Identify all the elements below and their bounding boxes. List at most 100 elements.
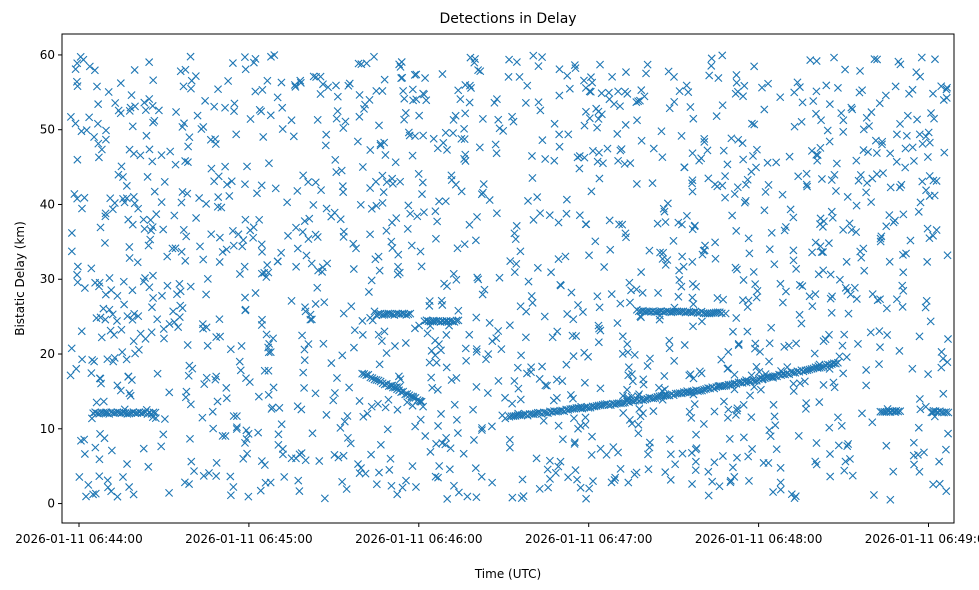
data-point-marker xyxy=(175,313,184,322)
data-point-marker xyxy=(867,108,876,117)
data-point-marker xyxy=(146,235,155,244)
data-point-marker xyxy=(898,250,907,259)
data-point-marker xyxy=(776,478,785,487)
data-point-marker xyxy=(795,280,804,289)
data-point-marker xyxy=(758,374,767,383)
data-point-marker xyxy=(750,344,759,353)
data-point-marker xyxy=(186,84,195,93)
data-point-marker xyxy=(810,349,819,358)
data-point-marker xyxy=(885,257,894,266)
data-point-marker xyxy=(555,91,564,100)
data-point-marker xyxy=(435,197,444,206)
data-point-marker xyxy=(380,75,389,84)
data-point-marker xyxy=(852,156,861,165)
data-point-marker xyxy=(608,72,617,81)
data-point-marker xyxy=(101,290,110,299)
data-point-marker xyxy=(240,180,249,189)
data-point-marker xyxy=(585,251,594,260)
data-point-marker xyxy=(586,73,595,82)
data-point-marker xyxy=(607,290,616,299)
data-point-marker xyxy=(160,334,168,343)
data-point-marker xyxy=(643,450,652,459)
data-point-marker xyxy=(744,452,753,461)
data-point-marker xyxy=(724,347,733,356)
data-point-marker xyxy=(413,396,422,405)
data-point-marker xyxy=(112,316,121,325)
data-point-marker xyxy=(488,337,497,346)
data-point-marker xyxy=(830,170,839,179)
data-point-marker xyxy=(284,231,293,240)
data-point-marker xyxy=(494,115,503,124)
data-point-marker xyxy=(261,478,270,487)
data-point-marker xyxy=(876,343,884,352)
data-point-marker xyxy=(72,364,81,373)
data-point-marker xyxy=(847,225,856,234)
data-point-marker xyxy=(396,62,405,71)
data-point-marker xyxy=(739,92,748,101)
data-point-marker xyxy=(724,405,733,414)
data-point-marker xyxy=(898,281,907,290)
data-point-marker xyxy=(586,87,595,96)
data-point-marker xyxy=(510,376,519,385)
data-point-marker xyxy=(367,276,376,285)
data-point-marker xyxy=(211,140,220,148)
data-point-marker xyxy=(277,78,286,87)
data-point-marker xyxy=(925,191,934,200)
data-point-marker xyxy=(382,349,391,358)
data-point-marker xyxy=(692,282,701,291)
data-point-marker xyxy=(307,315,316,324)
data-point-marker xyxy=(639,375,648,384)
data-point-marker xyxy=(73,59,82,68)
data-point-marker xyxy=(575,164,584,173)
data-point-marker xyxy=(721,172,730,181)
data-point-marker xyxy=(852,228,861,237)
data-point-marker xyxy=(940,148,949,157)
data-point-marker xyxy=(273,257,282,266)
data-point-marker xyxy=(431,351,440,360)
data-point-marker xyxy=(815,398,824,407)
data-point-marker xyxy=(616,102,625,111)
data-point-marker xyxy=(226,491,235,500)
data-point-marker xyxy=(254,392,263,401)
data-point-marker xyxy=(786,205,795,214)
data-point-marker xyxy=(379,188,388,197)
data-point-marker xyxy=(868,290,877,299)
data-point-marker xyxy=(110,199,119,208)
data-point-marker xyxy=(627,419,636,428)
data-point-marker xyxy=(91,443,100,452)
data-point-marker xyxy=(580,378,589,387)
data-point-marker xyxy=(528,298,537,307)
data-point-marker xyxy=(477,426,486,435)
data-point-marker xyxy=(475,143,484,152)
data-point-marker xyxy=(930,55,939,64)
data-point-marker xyxy=(732,313,741,322)
data-point-marker xyxy=(309,200,318,209)
data-point-marker xyxy=(771,421,780,430)
data-point-marker xyxy=(431,336,440,345)
data-point-marker xyxy=(210,102,219,111)
data-point-marker xyxy=(469,405,478,414)
data-point-marker xyxy=(492,95,501,104)
data-point-marker xyxy=(914,423,923,432)
data-point-marker xyxy=(111,99,120,108)
data-point-marker xyxy=(294,476,303,485)
data-point-marker xyxy=(653,219,662,228)
data-point-marker xyxy=(872,149,881,157)
data-point-marker xyxy=(721,193,730,202)
data-point-marker xyxy=(449,129,458,138)
data-point-marker xyxy=(429,134,438,143)
data-point-marker xyxy=(937,347,946,356)
data-point-marker xyxy=(152,210,161,219)
data-point-marker xyxy=(283,198,292,207)
data-point-marker xyxy=(215,315,224,324)
data-point-marker xyxy=(675,275,684,284)
data-point-marker xyxy=(301,307,310,316)
data-point-marker xyxy=(251,54,260,63)
data-point-marker xyxy=(200,380,209,389)
data-point-marker xyxy=(593,123,602,132)
data-point-marker xyxy=(318,80,327,89)
data-point-marker xyxy=(802,399,811,408)
data-point-marker xyxy=(117,325,126,334)
data-point-marker xyxy=(396,375,405,384)
y-tick-label: 60 xyxy=(40,48,55,62)
